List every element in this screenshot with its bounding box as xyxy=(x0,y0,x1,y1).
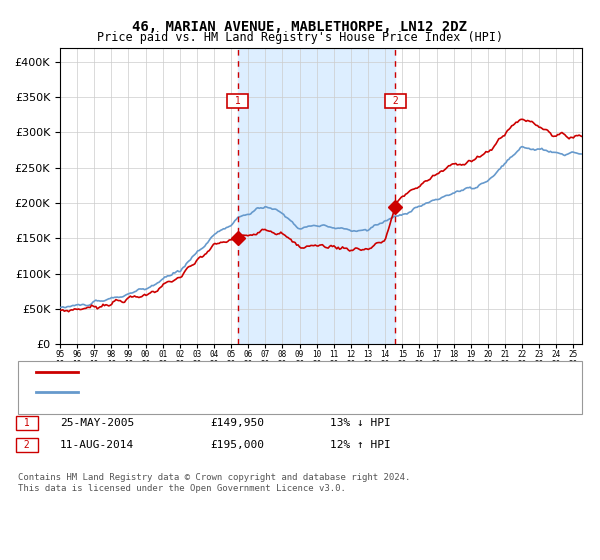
Text: 46, MARIAN AVENUE, MABLETHORPE, LN12 2DZ (detached house): 46, MARIAN AVENUE, MABLETHORPE, LN12 2DZ… xyxy=(87,367,422,377)
Text: 25-MAY-2005: 25-MAY-2005 xyxy=(60,418,134,428)
Text: 12% ↑ HPI: 12% ↑ HPI xyxy=(330,440,391,450)
Text: £195,000: £195,000 xyxy=(210,440,264,450)
Text: Price paid vs. HM Land Registry's House Price Index (HPI): Price paid vs. HM Land Registry's House … xyxy=(97,31,503,44)
Text: £149,950: £149,950 xyxy=(210,418,264,428)
Text: 11-AUG-2014: 11-AUG-2014 xyxy=(60,440,134,450)
Text: 46, MARIAN AVENUE, MABLETHORPE, LN12 2DZ: 46, MARIAN AVENUE, MABLETHORPE, LN12 2DZ xyxy=(133,20,467,34)
Text: 2: 2 xyxy=(18,440,35,450)
Bar xyxy=(238,48,395,344)
Text: 1: 1 xyxy=(18,418,35,428)
Text: Contains HM Land Registry data © Crown copyright and database right 2024.
This d: Contains HM Land Registry data © Crown c… xyxy=(18,473,410,493)
Text: 13% ↓ HPI: 13% ↓ HPI xyxy=(330,418,391,428)
Text: 2: 2 xyxy=(386,96,404,106)
Text: HPI: Average price, detached house, East Lindsey: HPI: Average price, detached house, East… xyxy=(87,387,369,397)
Text: 1: 1 xyxy=(229,96,247,106)
